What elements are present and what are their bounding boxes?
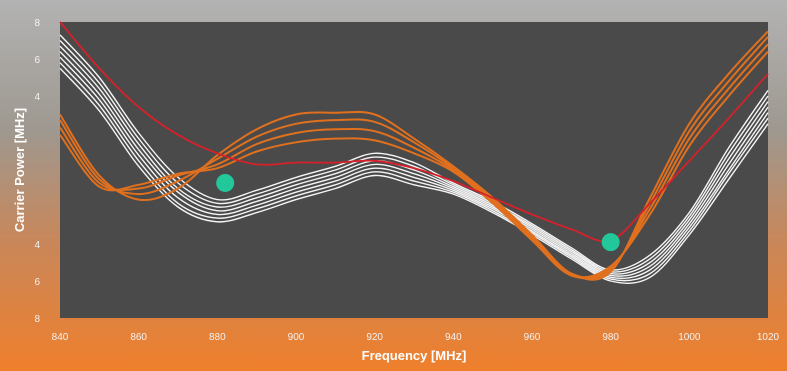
x-tick-label: 940 (445, 332, 462, 343)
series-line-white-5 (59, 40, 769, 273)
y-tick-label: 4 (34, 240, 40, 251)
series-line-white-3 (59, 51, 769, 277)
x-tick-label: 840 (52, 332, 69, 343)
marker-point-1 (601, 233, 620, 252)
y-tick-labels: 8 6 4 4 6 8 (34, 18, 40, 325)
x-tick-label: 960 (524, 332, 541, 343)
series-layer (59, 21, 769, 284)
marker-point-0 (216, 173, 235, 192)
x-tick-label: 1000 (678, 332, 701, 343)
x-tick-label: 880 (209, 332, 226, 343)
series-line-white-6 (59, 34, 769, 271)
y-tick-label: 4 (34, 92, 40, 103)
x-tick-label: 920 (366, 332, 383, 343)
x-tick-labels: 840 860 880 900 920 940 960 980 1000 1020 (52, 332, 780, 343)
y-tick-label: 8 (34, 314, 40, 325)
y-axis-title: Carrier Power [MHz] (12, 108, 27, 232)
x-tick-label: 980 (602, 332, 619, 343)
series-line-white-1 (59, 62, 769, 282)
y-tick-label: 6 (34, 277, 40, 288)
series-line-white-0 (59, 67, 769, 284)
x-tick-label: 1020 (757, 332, 780, 343)
x-tick-label: 860 (130, 332, 147, 343)
series-line-orange-9 (59, 43, 769, 280)
series-line-white-2 (59, 56, 769, 280)
y-tick-label: 8 (34, 18, 40, 29)
x-tick-label: 900 (288, 332, 305, 343)
y-tick-label: 6 (34, 55, 40, 66)
marker-layer (216, 173, 620, 252)
x-axis-title: Frequency [MHz] (362, 348, 467, 363)
series-line-orange-10 (59, 50, 769, 279)
series-line-red-11 (59, 21, 769, 243)
series-line-orange-7 (59, 30, 769, 281)
